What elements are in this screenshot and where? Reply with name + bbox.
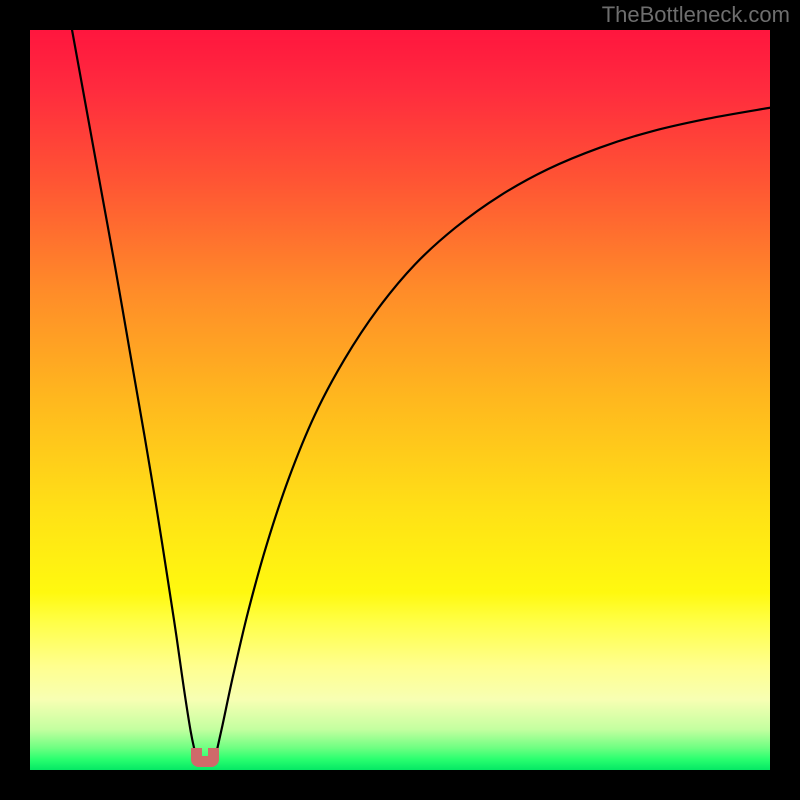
watermark-text: TheBottleneck.com [602, 2, 790, 28]
bottleneck-curves [0, 0, 800, 800]
valley-marker [191, 748, 219, 767]
